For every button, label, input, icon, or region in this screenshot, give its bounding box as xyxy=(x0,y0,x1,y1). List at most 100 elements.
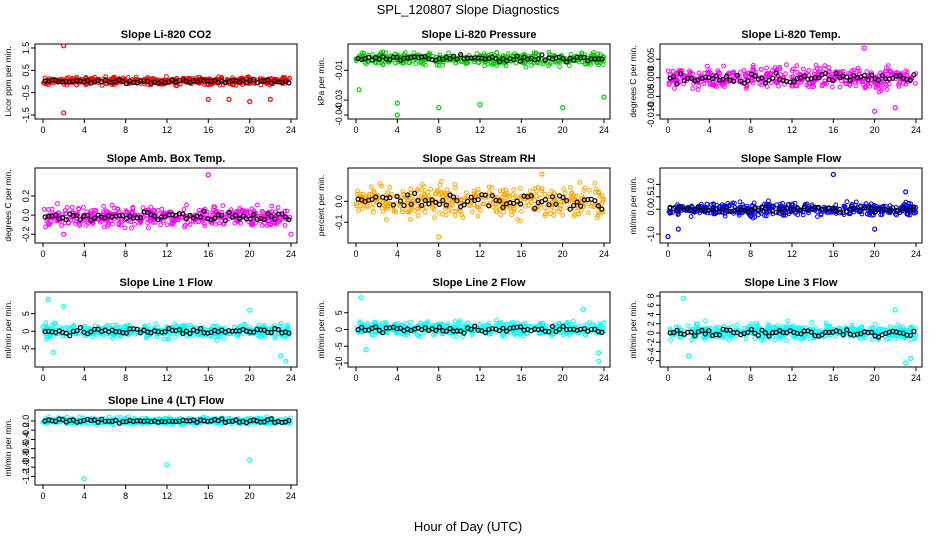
daily-point xyxy=(496,58,502,65)
plot-frame xyxy=(34,43,298,120)
y-tick-label: 0.0 xyxy=(646,203,656,216)
data-point xyxy=(812,68,818,74)
data-point xyxy=(737,199,743,205)
data-point xyxy=(422,209,428,215)
x-tick-label: 0 xyxy=(40,125,45,135)
y-tick-label: -0.005 xyxy=(646,84,656,110)
x-tick-label: 20 xyxy=(870,125,880,135)
data-point xyxy=(84,222,89,228)
outlier-point xyxy=(283,358,289,364)
data-point xyxy=(778,72,784,77)
data-point xyxy=(273,215,279,221)
data-point xyxy=(539,186,545,192)
x-tick-label: 20 xyxy=(245,125,255,135)
data-point xyxy=(493,209,499,215)
daily-point xyxy=(731,78,737,84)
outlier-point xyxy=(61,304,67,310)
daily-point xyxy=(243,80,250,86)
daily-point xyxy=(265,211,271,217)
data-point xyxy=(859,211,865,217)
data-point xyxy=(408,186,414,192)
x-tick-label: 8 xyxy=(436,125,441,135)
data-point xyxy=(582,185,588,191)
daily-point xyxy=(847,77,853,84)
data-point xyxy=(371,188,377,194)
data-point xyxy=(732,200,737,206)
daily-point xyxy=(560,323,566,330)
x-tick-label: 4 xyxy=(707,249,712,259)
daily-point xyxy=(279,211,285,217)
daily-point xyxy=(685,205,691,212)
data-point xyxy=(736,212,742,218)
data-point xyxy=(129,225,134,231)
daily-point xyxy=(60,214,66,221)
data-point xyxy=(534,193,539,199)
daily-point xyxy=(791,78,797,85)
x-tick-label: 0 xyxy=(40,249,45,259)
outlier-point xyxy=(363,347,369,353)
data-point xyxy=(122,225,128,231)
data-point xyxy=(896,84,902,89)
outlier-point xyxy=(861,45,867,51)
daily-point xyxy=(240,77,246,83)
daily-point xyxy=(426,201,432,207)
data-point xyxy=(594,215,600,221)
data-point xyxy=(475,187,481,192)
daily-point xyxy=(240,213,246,219)
x-tick-label: 8 xyxy=(748,249,753,259)
daily-point xyxy=(798,207,804,213)
data-point xyxy=(533,50,539,56)
data-point xyxy=(474,51,480,56)
daily-point xyxy=(500,56,506,62)
daily-point xyxy=(599,56,605,62)
data-point xyxy=(400,209,406,215)
outlier-point xyxy=(560,104,566,111)
data-point xyxy=(101,209,106,215)
data-point xyxy=(576,212,581,217)
x-tick-label: 4 xyxy=(395,249,400,259)
data-point xyxy=(366,52,371,58)
data-point xyxy=(857,68,862,74)
data-point xyxy=(711,202,717,208)
data-point xyxy=(407,208,413,214)
data-point xyxy=(522,60,528,66)
outlier-point xyxy=(686,353,692,359)
y-axis-label: ml/min per min. xyxy=(3,418,13,476)
data-point xyxy=(560,212,566,218)
data-point xyxy=(806,84,811,89)
data-point xyxy=(432,215,438,221)
daily-point xyxy=(907,77,914,83)
y-tick-label: -4 xyxy=(646,347,656,355)
data-point xyxy=(600,197,606,203)
data-point xyxy=(837,84,843,90)
x-tick-label: 20 xyxy=(245,249,255,259)
daily-point xyxy=(734,72,740,78)
x-tick-label: 8 xyxy=(123,491,128,501)
data-point xyxy=(792,200,798,206)
daily-point xyxy=(581,54,587,61)
data-point xyxy=(486,190,492,195)
data-point xyxy=(588,203,594,209)
daily-point xyxy=(219,212,225,218)
x-tick-label: 20 xyxy=(870,249,880,259)
data-point xyxy=(793,83,799,88)
data-point xyxy=(415,213,421,219)
daily-point xyxy=(773,209,779,215)
data-point xyxy=(490,204,496,210)
data-point xyxy=(116,216,122,221)
data-point xyxy=(912,81,918,86)
data-point xyxy=(277,217,283,223)
plot-frame xyxy=(34,291,298,368)
data-point xyxy=(132,221,138,227)
outlier-point xyxy=(872,226,878,232)
data-point xyxy=(166,209,172,215)
daily-point xyxy=(868,72,875,78)
daily-point xyxy=(713,206,719,212)
plot-frame xyxy=(659,167,923,244)
x-tick-label: 12 xyxy=(787,373,797,383)
data-point xyxy=(500,53,506,58)
data-point xyxy=(280,75,286,80)
panel-5: Slope Gas Stream RH0 4 8 12 16 20 24-0.10.0per… xyxy=(316,153,611,259)
x-tick-label: 16 xyxy=(203,125,213,135)
x-tick-label: 4 xyxy=(82,491,87,501)
